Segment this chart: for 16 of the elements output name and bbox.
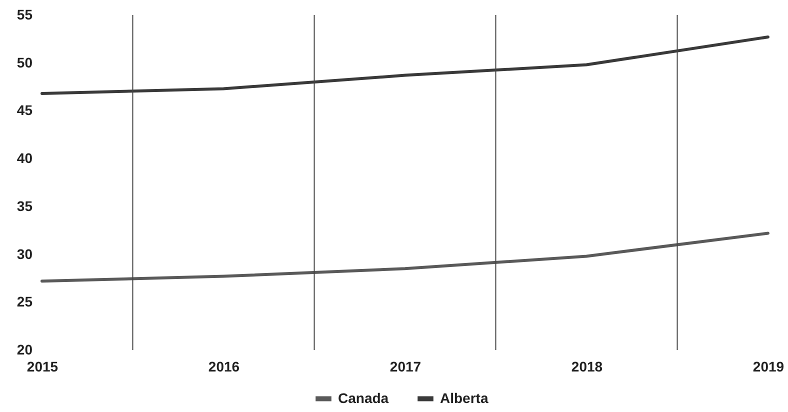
y-tick-label: 20 xyxy=(16,342,33,358)
line-series xyxy=(40,232,770,283)
x-tick-label: 2017 xyxy=(390,358,422,374)
y-tick-label: 30 xyxy=(16,246,33,262)
legend-label: Alberta xyxy=(440,390,488,406)
x-tick-label: 2016 xyxy=(208,358,240,374)
y-tick-label: 35 xyxy=(16,198,33,214)
y-tick-label: 25 xyxy=(16,294,33,310)
x-tick-label: 2019 xyxy=(752,358,784,374)
y-tick-label: 45 xyxy=(16,102,33,118)
x-tick-label: 2018 xyxy=(571,358,603,374)
y-tick-label: 40 xyxy=(16,150,33,166)
x-tick-label: 2015 xyxy=(26,358,58,374)
y-tick-label: 50 xyxy=(16,54,33,70)
legend-label: Canada xyxy=(338,390,389,406)
y-tick-label: 55 xyxy=(16,6,33,22)
